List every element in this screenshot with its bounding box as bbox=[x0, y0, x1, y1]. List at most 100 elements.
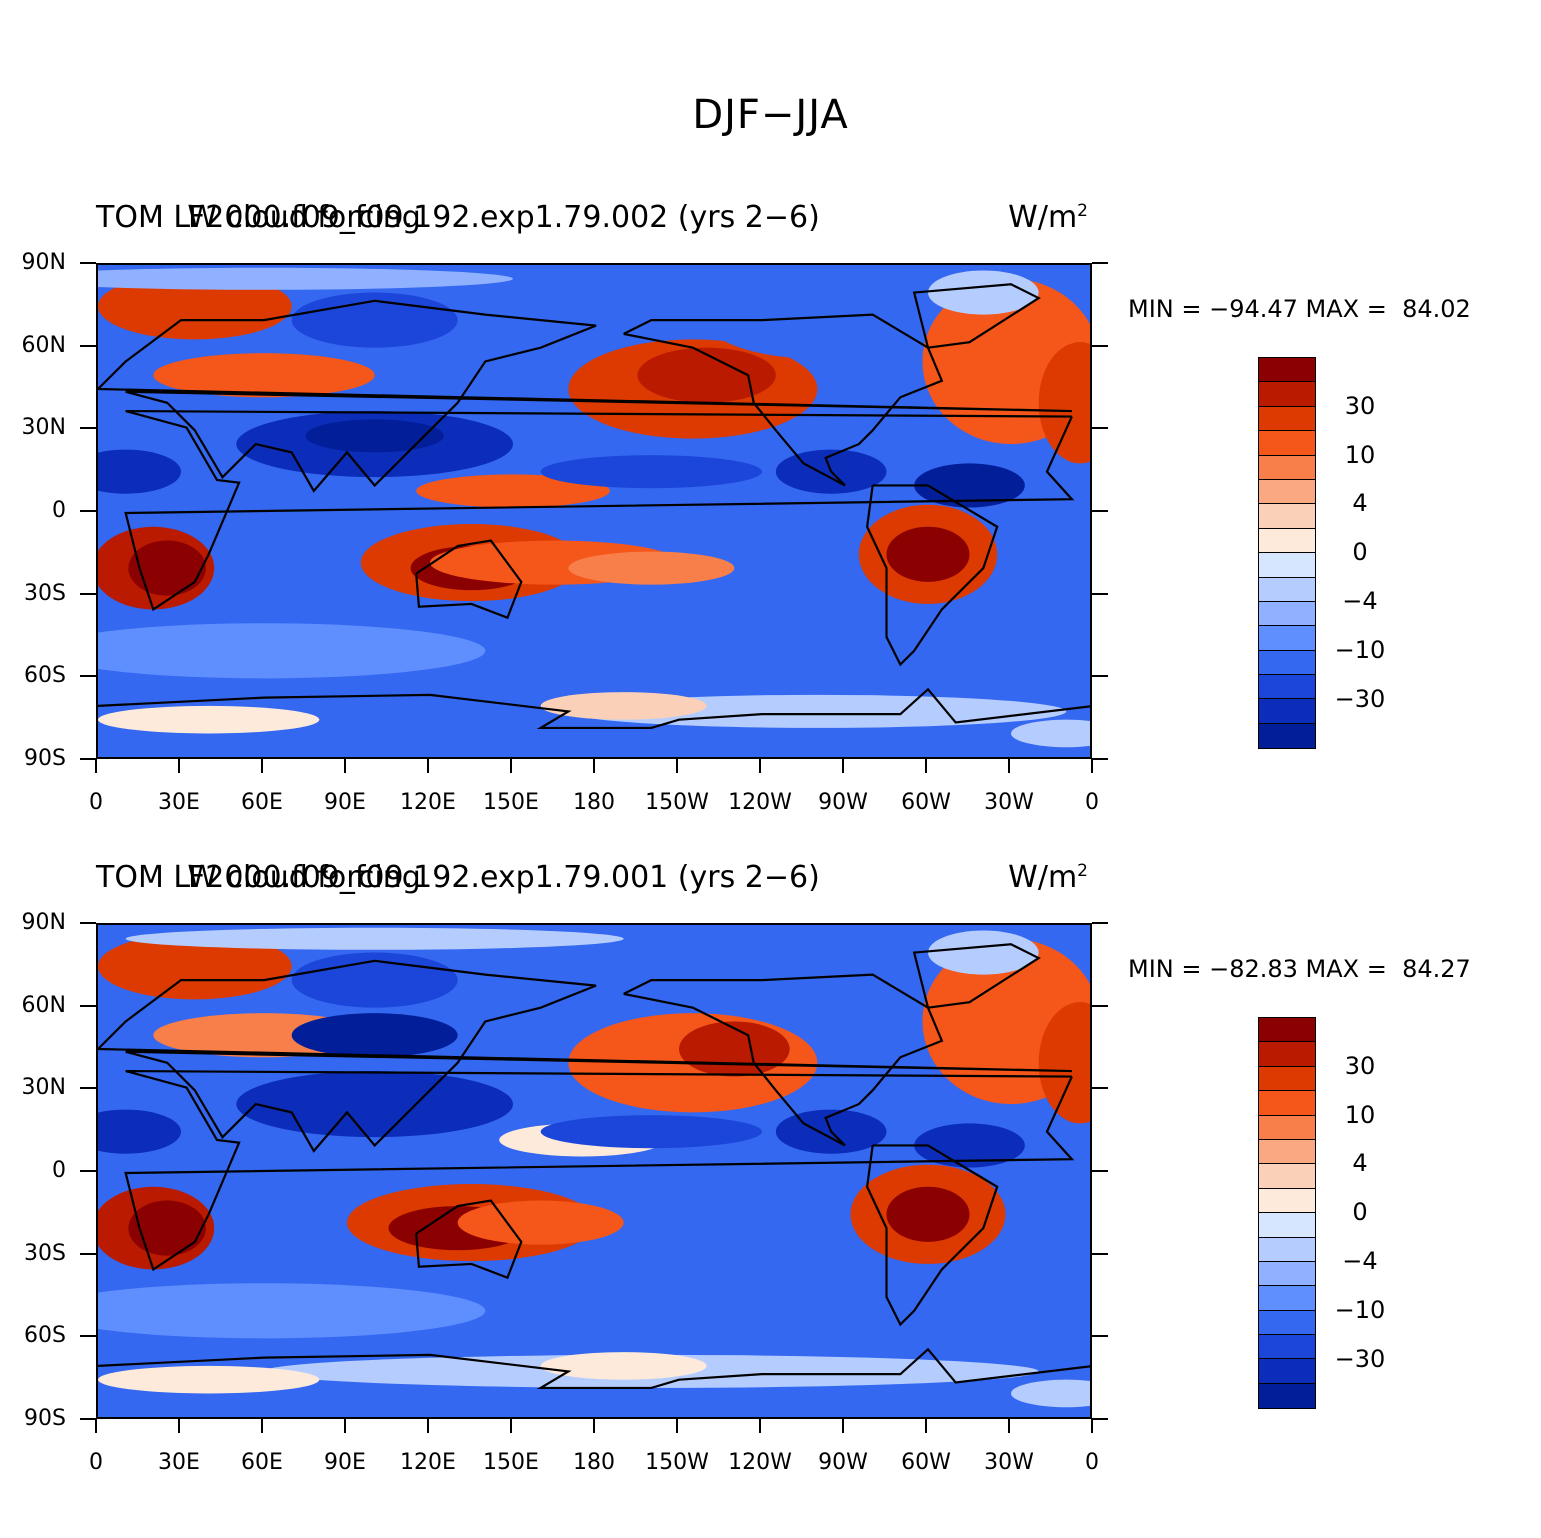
colorbar-swatch bbox=[1259, 1310, 1315, 1336]
colorbar-label: −4 bbox=[1342, 587, 1378, 615]
lon-label: 0 bbox=[89, 790, 103, 815]
lon-tick bbox=[261, 1419, 263, 1433]
lat-label: 90S bbox=[24, 746, 66, 771]
colorbar-label: 10 bbox=[1344, 440, 1376, 469]
lon-tick bbox=[1091, 759, 1093, 773]
contour-region bbox=[125, 927, 624, 950]
lat-tick bbox=[1092, 1418, 1108, 1420]
colorbar-swatch bbox=[1259, 528, 1315, 554]
colorbar-swatch bbox=[1259, 1188, 1315, 1214]
coastline bbox=[912, 283, 1041, 349]
colorbar-swatch bbox=[1259, 1261, 1315, 1287]
lon-tick bbox=[344, 759, 346, 773]
contour-region bbox=[886, 1186, 970, 1242]
contour-region bbox=[128, 1200, 206, 1256]
panel-variable-label: TOM LW cloud forcing bbox=[96, 200, 421, 235]
colorbar-swatch bbox=[1259, 1213, 1315, 1238]
contour-region bbox=[128, 540, 206, 596]
lat-tick bbox=[80, 1170, 96, 1172]
colorbar-label: −4 bbox=[1342, 1247, 1378, 1275]
lon-label: 90E bbox=[324, 1450, 366, 1475]
lon-tick bbox=[1091, 1419, 1093, 1433]
coastline bbox=[98, 959, 1072, 1153]
lon-label: 150E bbox=[483, 790, 539, 815]
lat-tick bbox=[1092, 510, 1108, 512]
contour-map bbox=[96, 923, 1092, 1419]
lat-tick bbox=[1092, 1335, 1108, 1338]
contour-region bbox=[98, 267, 513, 290]
coastline bbox=[623, 313, 944, 487]
colorbar-label: 30 bbox=[1344, 391, 1376, 420]
lon-tick bbox=[676, 1419, 678, 1433]
lat-tick bbox=[80, 510, 96, 512]
panel-variable-label: TOM LW cloud forcing bbox=[96, 860, 421, 895]
lon-tick bbox=[1008, 759, 1010, 773]
colorbar-swatch bbox=[1259, 504, 1315, 529]
lat-tick bbox=[80, 1252, 96, 1255]
lat-tick bbox=[80, 675, 96, 678]
lon-label: 30W bbox=[984, 790, 1034, 815]
lon-label: 150W bbox=[645, 790, 709, 815]
lon-tick bbox=[95, 1419, 97, 1433]
contour-region bbox=[153, 353, 375, 398]
lon-tick bbox=[427, 759, 429, 773]
colorbar-swatch bbox=[1259, 1042, 1315, 1067]
lon-label: 0 bbox=[1085, 1450, 1099, 1475]
lat-label: 60N bbox=[21, 332, 66, 358]
lon-label: 0 bbox=[89, 1450, 103, 1475]
figure-title: DJF−JJA bbox=[692, 92, 849, 138]
coastline bbox=[415, 539, 523, 620]
lat-label: 30S bbox=[24, 580, 66, 606]
lon-label: 120W bbox=[728, 1450, 792, 1475]
colorbar-swatch bbox=[1259, 1115, 1315, 1140]
colorbar-swatch bbox=[1259, 577, 1315, 602]
contour-region bbox=[98, 1365, 320, 1394]
lon-label: 120E bbox=[400, 790, 456, 815]
colorbar-label: −30 bbox=[1334, 684, 1386, 713]
min-max-stats: MIN = −94.47 MAX = 84.02 bbox=[1128, 295, 1471, 323]
lon-tick bbox=[925, 1419, 927, 1433]
lon-label: 60E bbox=[241, 1450, 283, 1475]
lat-tick bbox=[1092, 1252, 1108, 1255]
panel-case-name: F2000.f09_f09.192.exp1.79.001 (yrs 2−6) bbox=[188, 860, 820, 895]
lon-tick bbox=[510, 759, 512, 773]
colorbar-swatch bbox=[1259, 358, 1315, 383]
contour-map bbox=[96, 263, 1092, 759]
lat-label: 60S bbox=[24, 1323, 66, 1349]
lat-tick bbox=[1092, 427, 1108, 430]
contour-region bbox=[98, 449, 181, 494]
colorbar-swatch bbox=[1259, 1018, 1315, 1043]
colorbar-swatch bbox=[1259, 1335, 1315, 1360]
lon-tick bbox=[344, 1419, 346, 1433]
panel-case-name: F2000.f09_f09.192.exp1.79.002 (yrs 2−6) bbox=[188, 200, 820, 235]
lat-label: 30N bbox=[21, 1075, 66, 1101]
colorbar-swatch bbox=[1259, 1286, 1315, 1311]
lat-tick bbox=[1092, 922, 1108, 924]
contour-region bbox=[236, 1071, 514, 1138]
lon-tick bbox=[842, 759, 844, 773]
colorbar-label: −10 bbox=[1334, 1295, 1386, 1324]
contour-region bbox=[416, 474, 610, 508]
colorbar-label: 30 bbox=[1344, 1051, 1376, 1080]
lat-tick bbox=[80, 262, 96, 264]
lon-tick bbox=[676, 759, 678, 773]
lon-label: 150E bbox=[483, 1450, 539, 1475]
lat-label: 30N bbox=[21, 415, 66, 441]
lat-tick bbox=[80, 1335, 96, 1338]
lon-tick bbox=[510, 1419, 512, 1433]
lat-tick bbox=[1092, 758, 1108, 760]
lat-tick bbox=[1092, 344, 1108, 347]
contour-region bbox=[1038, 1002, 1090, 1124]
contour-region bbox=[568, 551, 735, 585]
panel-units: W/m2 bbox=[1008, 200, 1088, 235]
contour-region bbox=[485, 1269, 818, 1325]
contour-region bbox=[98, 705, 320, 734]
colorbar-swatch bbox=[1259, 626, 1315, 651]
colorbar-label: −30 bbox=[1334, 1344, 1386, 1373]
contour-region bbox=[540, 455, 762, 489]
lon-label: 120W bbox=[728, 790, 792, 815]
contour-region bbox=[637, 347, 776, 403]
lon-tick bbox=[1008, 1419, 1010, 1433]
colorbar-label: 10 bbox=[1344, 1100, 1376, 1129]
lon-label: 30E bbox=[158, 790, 200, 815]
